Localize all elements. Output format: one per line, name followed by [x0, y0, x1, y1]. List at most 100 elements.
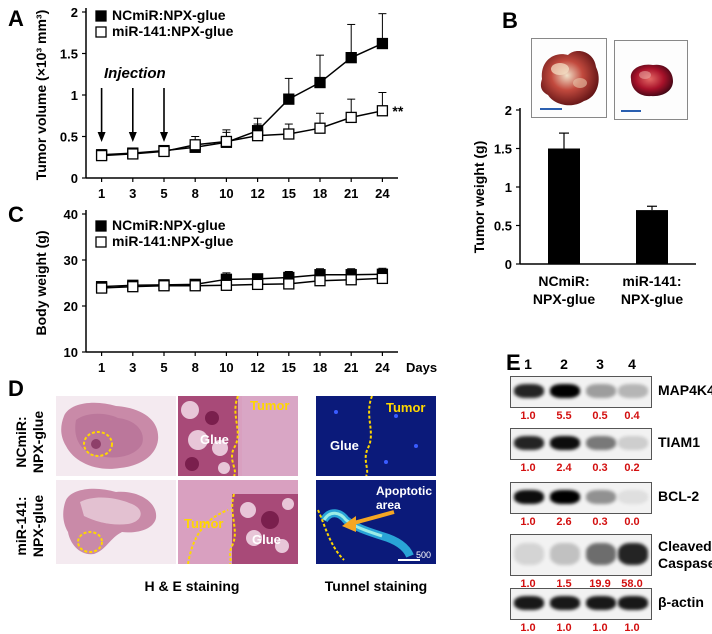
tunnel-mir141: Apoptotic area 500: [316, 480, 436, 564]
panel-label-b: B: [502, 8, 518, 33]
data-point: [127, 281, 139, 293]
he-caption: H & E staining: [144, 578, 240, 594]
blot-label: BCL-2: [658, 488, 700, 504]
tumor-photo-mir141: [614, 40, 688, 120]
significance-marker: **: [392, 103, 403, 119]
blot-label: Cleaved Caspase: [658, 538, 712, 571]
tumor-photo-ncmir: [531, 38, 607, 118]
x-tick-label: 18: [313, 360, 327, 375]
densitometry-value: 1.0: [556, 622, 572, 634]
apoptotic-arrow-head: [342, 516, 356, 532]
x-tick-label: 21: [344, 360, 358, 375]
injection-arrow-head: [160, 132, 168, 142]
x-tick-label: 3: [129, 186, 136, 200]
densitometry-value: 1.0: [592, 622, 608, 634]
lane-number: 3: [596, 356, 604, 372]
data-point: [283, 93, 295, 105]
y-axis-label: Body weight (g): [33, 231, 49, 336]
category-label: miR-141:: [622, 273, 681, 289]
injection-arrow-head: [128, 132, 137, 142]
data-point: [127, 148, 139, 160]
injection-label: Injection: [104, 65, 166, 82]
y-tick-label: 0.5: [60, 130, 78, 145]
y-tick-label: 2: [505, 103, 512, 118]
blot-band: [514, 596, 544, 610]
tumor-label: Tumor: [386, 400, 426, 415]
tumor-weight-chart: 0 0.5 1 1.5 2 Tumor weight (g) NCmiR: NPX-glue m…: [471, 103, 696, 307]
apoptotic-arrow: [349, 510, 395, 526]
series-line-0: [101, 273, 383, 288]
blot-band: [550, 384, 580, 398]
densitometry-value: 1.0: [624, 622, 640, 634]
data-point: [283, 128, 295, 140]
data-point: [345, 111, 357, 124]
blot-band: [514, 436, 544, 450]
x-tick-label: 1: [98, 186, 105, 200]
glue-label: Glue: [200, 432, 229, 447]
series-line-1: [101, 277, 383, 289]
blot-band: [550, 490, 580, 504]
x-tick-label: 10: [219, 360, 233, 375]
lane-number: 4: [628, 356, 636, 372]
category-label: NPX-glue: [533, 291, 595, 307]
blot-strip: [510, 588, 652, 620]
densitometry-value: 1.0: [520, 516, 536, 528]
densitometry-value: 2.6: [556, 516, 572, 528]
x-tick-label: 12: [250, 360, 264, 375]
category-label: NCmiR:: [538, 273, 589, 289]
x-tick-label: 10: [219, 186, 233, 200]
densitometry-value: 0.0: [624, 516, 640, 528]
y-tick-label: 20: [64, 299, 78, 314]
y-tick-label: 2: [71, 5, 78, 20]
data-point: [95, 282, 108, 294]
y-tick-label: 1: [505, 180, 512, 195]
scale-bar-label: 500: [416, 550, 432, 560]
y-tick-label: 0: [505, 257, 512, 272]
he-lowmag-ncmir: [56, 396, 176, 476]
blot-band: [514, 384, 544, 398]
x-tick-label: 24: [375, 186, 390, 200]
data-point: [314, 275, 326, 287]
y-axis-label: Tumor volume (×10³ mm³): [33, 10, 49, 181]
blot-label: β-actin: [658, 594, 704, 610]
data-point: [283, 278, 295, 290]
x-tick-label: 24: [375, 360, 390, 375]
blot-band: [514, 543, 544, 565]
data-point: [220, 279, 233, 291]
blot-band: [586, 490, 616, 504]
he-lowmag-mir141: [56, 480, 176, 564]
data-point: [345, 274, 357, 286]
body-weight-chart: 10 20 30 40 1 3 5 8 10 12 15 18 21 24 Body weight (g) D…: [33, 207, 437, 375]
densitometry-value: 0.5: [592, 410, 608, 422]
data-point: [158, 145, 170, 158]
bar: [636, 210, 668, 264]
bar: [548, 148, 580, 264]
panel-label-d: D: [8, 376, 24, 401]
densitometry-value: 5.5: [556, 410, 572, 422]
blot-band: [586, 436, 616, 450]
panel-label-c: C: [8, 202, 24, 227]
x-tick-label: 8: [192, 186, 199, 200]
apoptotic-label: Apoptotic area: [376, 484, 432, 512]
blot-band: [586, 543, 616, 565]
densitometry-value: 0.3: [592, 462, 608, 474]
data-point: [345, 52, 357, 64]
legend-marker: [95, 236, 107, 248]
data-point: [376, 37, 389, 50]
data-point: [376, 272, 389, 285]
legend-label: NCmiR:NPX-glue: [112, 7, 226, 23]
x-tick-label: 18: [313, 186, 327, 200]
panel-label-a: A: [8, 6, 24, 31]
blot-strip: [510, 534, 652, 576]
y-tick-label: 10: [64, 345, 78, 360]
data-point: [251, 278, 264, 291]
tumor-label: Tumor: [250, 398, 290, 413]
series-line-0: [101, 42, 383, 156]
blot-band: [550, 543, 580, 565]
x-axis-label: Days: [406, 360, 437, 375]
densitometry-value: 1.5: [556, 578, 572, 590]
densitometry-value: 0.3: [592, 516, 608, 528]
densitometry-value: 0.2: [624, 462, 640, 474]
densitometry-value: 58.0: [621, 578, 643, 590]
densitometry-value: 1.0: [520, 622, 536, 634]
